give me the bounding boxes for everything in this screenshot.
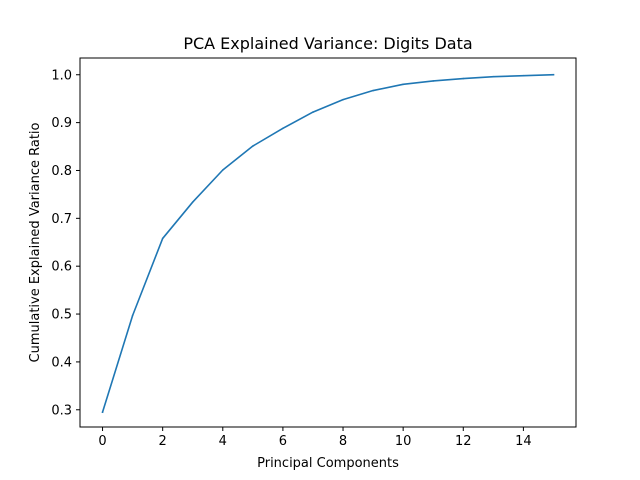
x-tick-label: 4	[219, 434, 227, 449]
y-tick-label: 0.3	[51, 403, 72, 418]
data-point	[282, 127, 284, 130]
y-axis-ticks: 0.3 0.4 0.5 0.6 0.7 0.8 0.9 1.0	[51, 68, 80, 418]
series-line-0	[101, 73, 555, 414]
data-point	[432, 80, 435, 82]
data-point	[402, 83, 404, 86]
y-tick-label: 0.7	[51, 212, 72, 227]
data-point	[252, 145, 254, 147]
data-point	[161, 237, 164, 240]
axes-frame	[79, 57, 577, 428]
y-tick-label: 0.4	[51, 355, 72, 370]
y-tick-label: 0.6	[51, 260, 72, 275]
data-point	[522, 74, 525, 77]
y-axis-title: Cumulative Explained Variance Ratio	[28, 122, 43, 362]
data-point	[462, 77, 465, 80]
data-point	[101, 411, 104, 413]
data-point	[552, 73, 555, 76]
y-tick-label: 0.9	[51, 116, 72, 131]
x-tick-label: 12	[455, 434, 472, 449]
x-tick-label: 2	[159, 434, 167, 449]
data-point	[191, 201, 194, 203]
x-tick-label: 14	[515, 434, 532, 449]
data-point	[492, 75, 495, 78]
x-tick-label: 10	[395, 434, 412, 449]
data-point	[342, 98, 344, 101]
x-tick-label: 0	[98, 434, 106, 449]
data-point	[221, 169, 224, 171]
data-point	[372, 89, 374, 92]
y-tick-label: 0.8	[51, 164, 72, 179]
x-axis-title: Principal Components	[257, 456, 399, 471]
x-axis-ticks: 0 2 4 6 8 10 12 14	[98, 427, 532, 449]
series-layer	[101, 73, 555, 414]
data-point	[312, 111, 314, 113]
data-point	[131, 314, 134, 317]
x-tick-label: 8	[339, 434, 347, 449]
chart-title: PCA Explained Variance: Digits Data	[183, 34, 472, 53]
x-tick-label: 6	[279, 434, 287, 449]
y-tick-label: 1.0	[51, 68, 72, 83]
y-tick-label: 0.5	[51, 308, 72, 323]
plot-area	[79, 57, 577, 428]
